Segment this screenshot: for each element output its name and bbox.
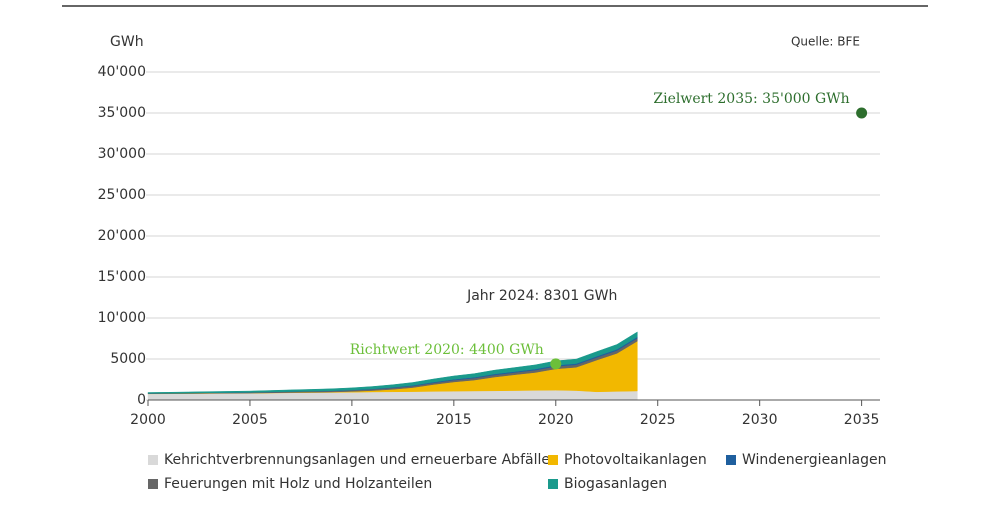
y-tick-label: 30'000 bbox=[98, 146, 146, 162]
y-tick-label: 5000 bbox=[110, 351, 146, 367]
y-tick-label: 10'000 bbox=[98, 310, 146, 326]
x-tick-label: 2035 bbox=[844, 412, 880, 428]
legend-label: Biogasanlagen bbox=[564, 476, 667, 492]
y-tick-label: 25'000 bbox=[98, 187, 146, 203]
legend-label: Windenergieanlagen bbox=[742, 452, 886, 468]
annotation-label: Richtwert 2020: 4400 GWh bbox=[350, 342, 544, 358]
y-tick-label: 15'000 bbox=[98, 269, 146, 285]
x-tick-label: 2015 bbox=[436, 412, 472, 428]
y-tick-label: 0 bbox=[137, 392, 146, 408]
legend-label: Feuerungen mit Holz und Holzanteilen bbox=[164, 476, 432, 492]
annotation-point bbox=[856, 107, 868, 119]
x-tick-label: 2030 bbox=[742, 412, 778, 428]
x-tick-label: 2005 bbox=[232, 412, 268, 428]
annotation-label: Zielwert 2035: 35'000 GWh bbox=[653, 91, 849, 107]
y-tick-label: 20'000 bbox=[98, 228, 146, 244]
y-tick-label: 35'000 bbox=[98, 105, 146, 121]
legend-swatch bbox=[148, 479, 158, 489]
x-tick-label: 2010 bbox=[334, 412, 370, 428]
annotation-label: Jahr 2024: 8301 GWh bbox=[466, 288, 617, 304]
x-tick-label: 2020 bbox=[538, 412, 574, 428]
y-tick-label: 40'000 bbox=[98, 64, 146, 80]
legend-swatch bbox=[548, 455, 558, 465]
legend-label: Kehrichtverbrennungsanlagen und erneuerb… bbox=[164, 452, 550, 468]
legend-swatch bbox=[148, 455, 158, 465]
area bbox=[147, 331, 638, 394]
legend-swatch bbox=[548, 479, 558, 489]
y-axis-label: GWh bbox=[110, 34, 144, 50]
legend-label: Photovoltaikanlagen bbox=[564, 452, 707, 468]
legend-swatch bbox=[726, 455, 736, 465]
source: Quelle: BFE bbox=[791, 35, 860, 49]
x-tick-label: 2025 bbox=[640, 412, 676, 428]
x-tick-label: 2000 bbox=[130, 412, 166, 428]
annotation-point bbox=[550, 358, 562, 370]
